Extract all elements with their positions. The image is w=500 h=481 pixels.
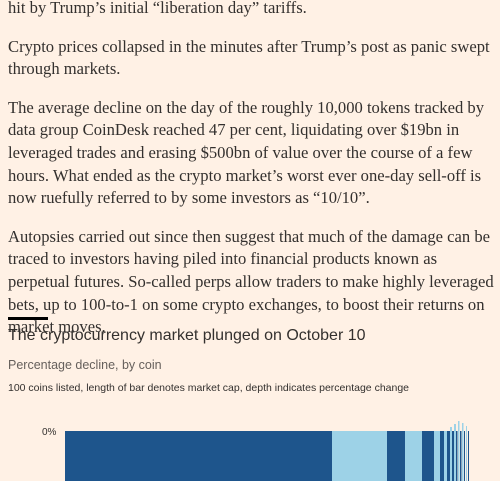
bar (447, 431, 450, 481)
bar (405, 431, 422, 481)
bar (452, 431, 454, 481)
bar (65, 431, 332, 481)
bar (458, 421, 460, 481)
paragraph: Crypto prices collapsed in the minutes a… (8, 36, 490, 79)
bar (434, 431, 440, 481)
axis-label: 0% (42, 427, 57, 438)
bar (456, 431, 458, 481)
paragraph: The average decline on the day of the ro… (8, 97, 484, 208)
bar (332, 431, 387, 481)
bar (387, 431, 405, 481)
bar (464, 431, 465, 481)
article: hit by Trump’s initial “liberation day” … (8, 0, 494, 355)
paragraph: Autopsies carried out since then suggest… (8, 226, 494, 337)
bar (444, 431, 447, 481)
graphic-subtitle: Percentage decline, by coin (8, 358, 162, 372)
paragraph: hit by Trump’s initial “liberation day” … (8, 0, 307, 17)
bar (422, 431, 434, 481)
bar (468, 431, 469, 481)
bar (450, 427, 452, 481)
section-rule (8, 317, 48, 320)
graphic-note: 100 coins listed, length of bar denotes … (8, 382, 410, 394)
bar (466, 426, 467, 481)
graphic-title: The cryptocurrency market plunged on Oct… (8, 327, 366, 344)
bar (462, 423, 464, 481)
bar (454, 424, 456, 481)
bar (460, 431, 462, 481)
bar (440, 431, 444, 481)
